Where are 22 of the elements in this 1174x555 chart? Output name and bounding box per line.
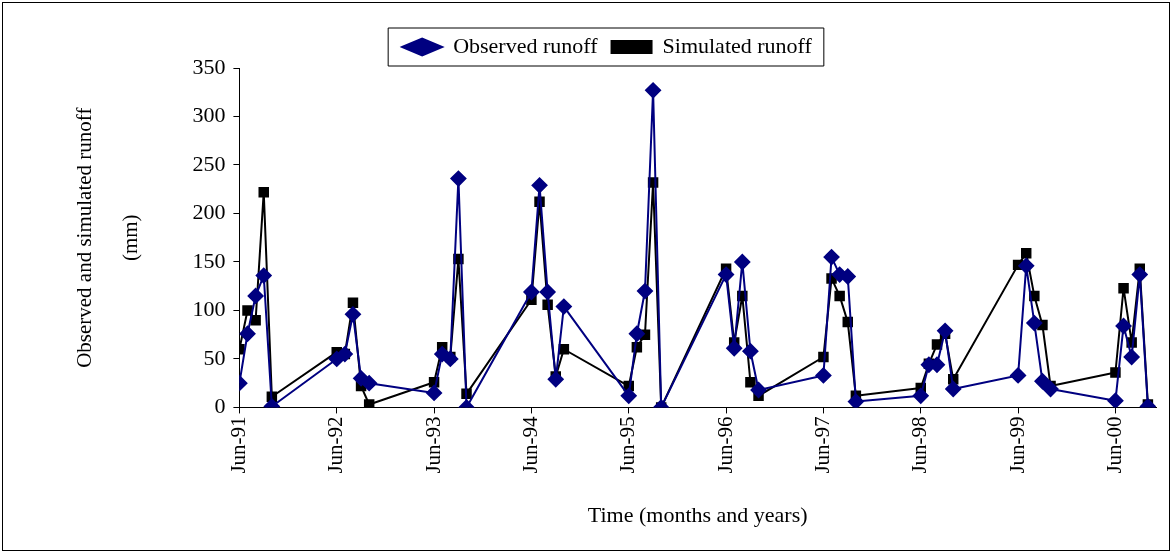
y-tick-label: 300 (192, 102, 226, 128)
legend-label: Observed runoff (453, 32, 599, 58)
legend-label: Simulated runoff (662, 32, 813, 58)
y-tick-label: 350 (192, 53, 226, 79)
y-axis-title: Observed and simulated runoff (mm) (71, 107, 142, 368)
y-tick-label: 0 (214, 393, 226, 419)
y-tick-label: 150 (192, 247, 226, 273)
x-tick-label: Jun-92 (323, 416, 348, 474)
x-tick-label: Jun-93 (420, 416, 445, 474)
y-tick-label: 250 (192, 150, 226, 176)
x-tick-label: Jun-95 (615, 416, 640, 474)
x-tick-label: Jun-94 (517, 415, 542, 474)
y-tick-label: 100 (192, 296, 226, 322)
y-tick-label: 50 (203, 344, 226, 370)
y-tick-label: 200 (192, 199, 226, 225)
x-tick-label: Jun-91 (225, 416, 250, 474)
x-tick-label: Jun-99 (1004, 416, 1029, 474)
x-tick-label: Jun-96 (712, 416, 737, 474)
x-tick-label: Jun-98 (907, 416, 932, 474)
x-axis-title: Time (months and years) (587, 501, 808, 527)
x-tick-label: Jun-97 (809, 416, 834, 474)
x-tick-label: Jun-00 (1101, 416, 1126, 474)
